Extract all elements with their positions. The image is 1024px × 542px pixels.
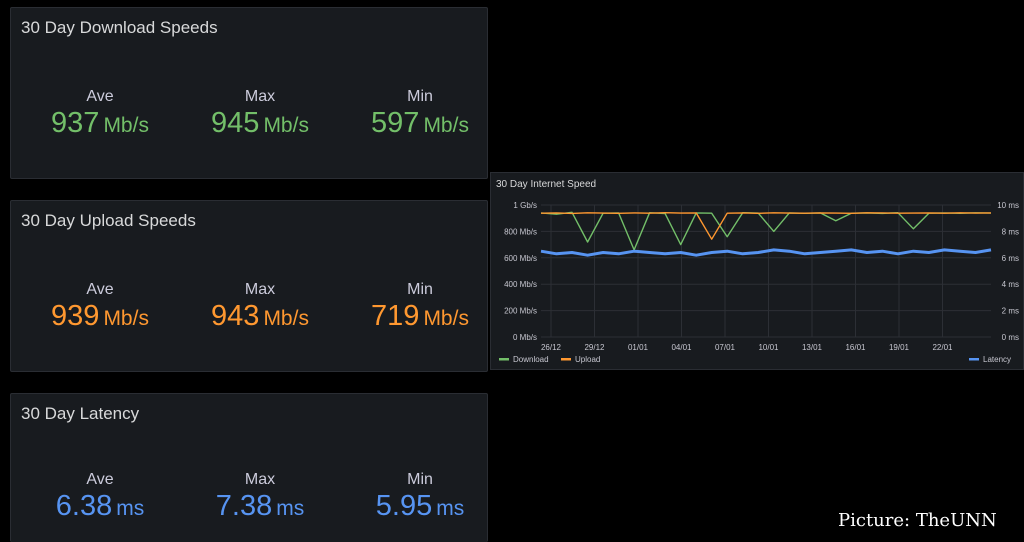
internet-speed-chart-panel: 30 Day Internet Speed 0 Mb/s 200 Mb/s 400 … (490, 172, 1024, 370)
stat-unit: Mb/s (423, 114, 469, 137)
latency-max-stat: Max 7.38 ms (180, 471, 340, 523)
stat-label: Min (407, 281, 433, 298)
stat-unit: ms (116, 497, 145, 520)
upload-ave-stat: Ave 939 Mb/s (20, 281, 180, 333)
stat-value: 597 (371, 107, 420, 139)
y-right-tick-label: 10 ms (997, 201, 1019, 210)
x-tick-label: 04/01 (671, 343, 692, 352)
y-right-tick-label: 6 ms (1002, 254, 1019, 263)
y-right-tick-label: 4 ms (1002, 280, 1019, 289)
stat-label: Max (244, 88, 276, 105)
series-line-latency (540, 248, 992, 257)
stat-unit: ms (436, 497, 465, 520)
stat-value: 7.38 (215, 490, 273, 522)
y-left-tick-label: 800 Mb/s (504, 227, 537, 236)
stat-unit: Mb/s (423, 307, 469, 330)
y-left-tick-label: 400 Mb/s (504, 280, 537, 289)
stat-label: Max (244, 471, 276, 488)
panel-title: 30 Day Upload Speeds (21, 211, 196, 230)
y-left-tick-label: 600 Mb/s (504, 254, 537, 263)
stat-value: 939 (51, 300, 100, 332)
y-left-tick-label: 200 Mb/s (504, 307, 537, 316)
latency-panel: 30 Day Latency Ave 6.38 ms Max 7.38 ms Min… (10, 393, 488, 542)
stat-unit: Mb/s (103, 114, 149, 137)
upload-speeds-panel: 30 Day Upload Speeds Ave 939 Mb/s Max 943… (10, 200, 488, 372)
y-right-tick-label: 2 ms (1002, 307, 1019, 316)
panel-title: 30 Day Download Speeds (21, 18, 218, 37)
download-min-stat: Min 597 Mb/s (340, 88, 500, 140)
internet-speed-chart: 0 Mb/s 200 Mb/s 400 Mb/s 600 Mb/s 800 Mb/s 1 … (499, 201, 1019, 364)
latency-ave-stat: Ave 6.38 ms (20, 471, 180, 523)
panel-title: 30 Day Latency (21, 404, 140, 423)
download-ave-stat: Ave 937 Mb/s (20, 88, 180, 140)
picture-credit: Picture: TheUNN (838, 510, 997, 531)
download-max-stat: Max 945 Mb/s (180, 88, 340, 140)
legend-label-upload: Upload (575, 355, 600, 364)
chart-title: 30 Day Internet Speed (496, 179, 597, 190)
stat-label: Ave (86, 88, 114, 105)
stat-label: Ave (86, 281, 114, 298)
latency-min-stat: Min 5.95 ms (340, 471, 500, 523)
stat-value: 937 (51, 107, 100, 139)
x-tick-label: 26/12 (541, 343, 562, 352)
download-speeds-panel: 30 Day Download Speeds Ave 937 Mb/s Max 9… (10, 7, 488, 179)
y-right-tick-label: 8 ms (1002, 227, 1019, 236)
stat-unit: Mb/s (263, 114, 309, 137)
x-tick-label: 16/01 (845, 343, 866, 352)
y-left-tick-label: 0 Mb/s (513, 333, 537, 342)
stat-label: Max (244, 281, 276, 298)
stat-value: 5.95 (375, 490, 433, 522)
x-tick-label: 01/01 (628, 343, 649, 352)
stat-value: 945 (211, 107, 260, 139)
x-tick-label: 29/12 (584, 343, 605, 352)
stat-unit: Mb/s (263, 307, 309, 330)
x-tick-label: 19/01 (889, 343, 910, 352)
legend-label-download: Download (513, 355, 549, 364)
legend-swatch-latency (969, 358, 979, 361)
upload-min-stat: Min 719 Mb/s (340, 281, 500, 333)
legend-swatch-upload (561, 358, 571, 361)
x-tick-label: 13/01 (802, 343, 823, 352)
series-line-upload (540, 212, 992, 240)
legend-label-latency: Latency (983, 355, 1011, 364)
stat-unit: Mb/s (103, 307, 149, 330)
y-right-tick-label: 0 ms (1002, 333, 1019, 342)
stat-label: Ave (86, 471, 114, 488)
stat-unit: ms (276, 497, 305, 520)
legend-swatch-download (499, 358, 509, 361)
x-tick-label: 22/01 (932, 343, 953, 352)
y-left-tick-label: 1 Gb/s (513, 201, 537, 210)
x-tick-label: 07/01 (715, 343, 736, 352)
stat-label: Min (407, 88, 433, 105)
stat-value: 719 (371, 300, 420, 332)
stat-label: Min (407, 471, 433, 488)
upload-max-stat: Max 943 Mb/s (180, 281, 340, 333)
x-tick-label: 10/01 (758, 343, 779, 352)
stat-value: 943 (211, 300, 260, 332)
stat-value: 6.38 (55, 490, 113, 522)
